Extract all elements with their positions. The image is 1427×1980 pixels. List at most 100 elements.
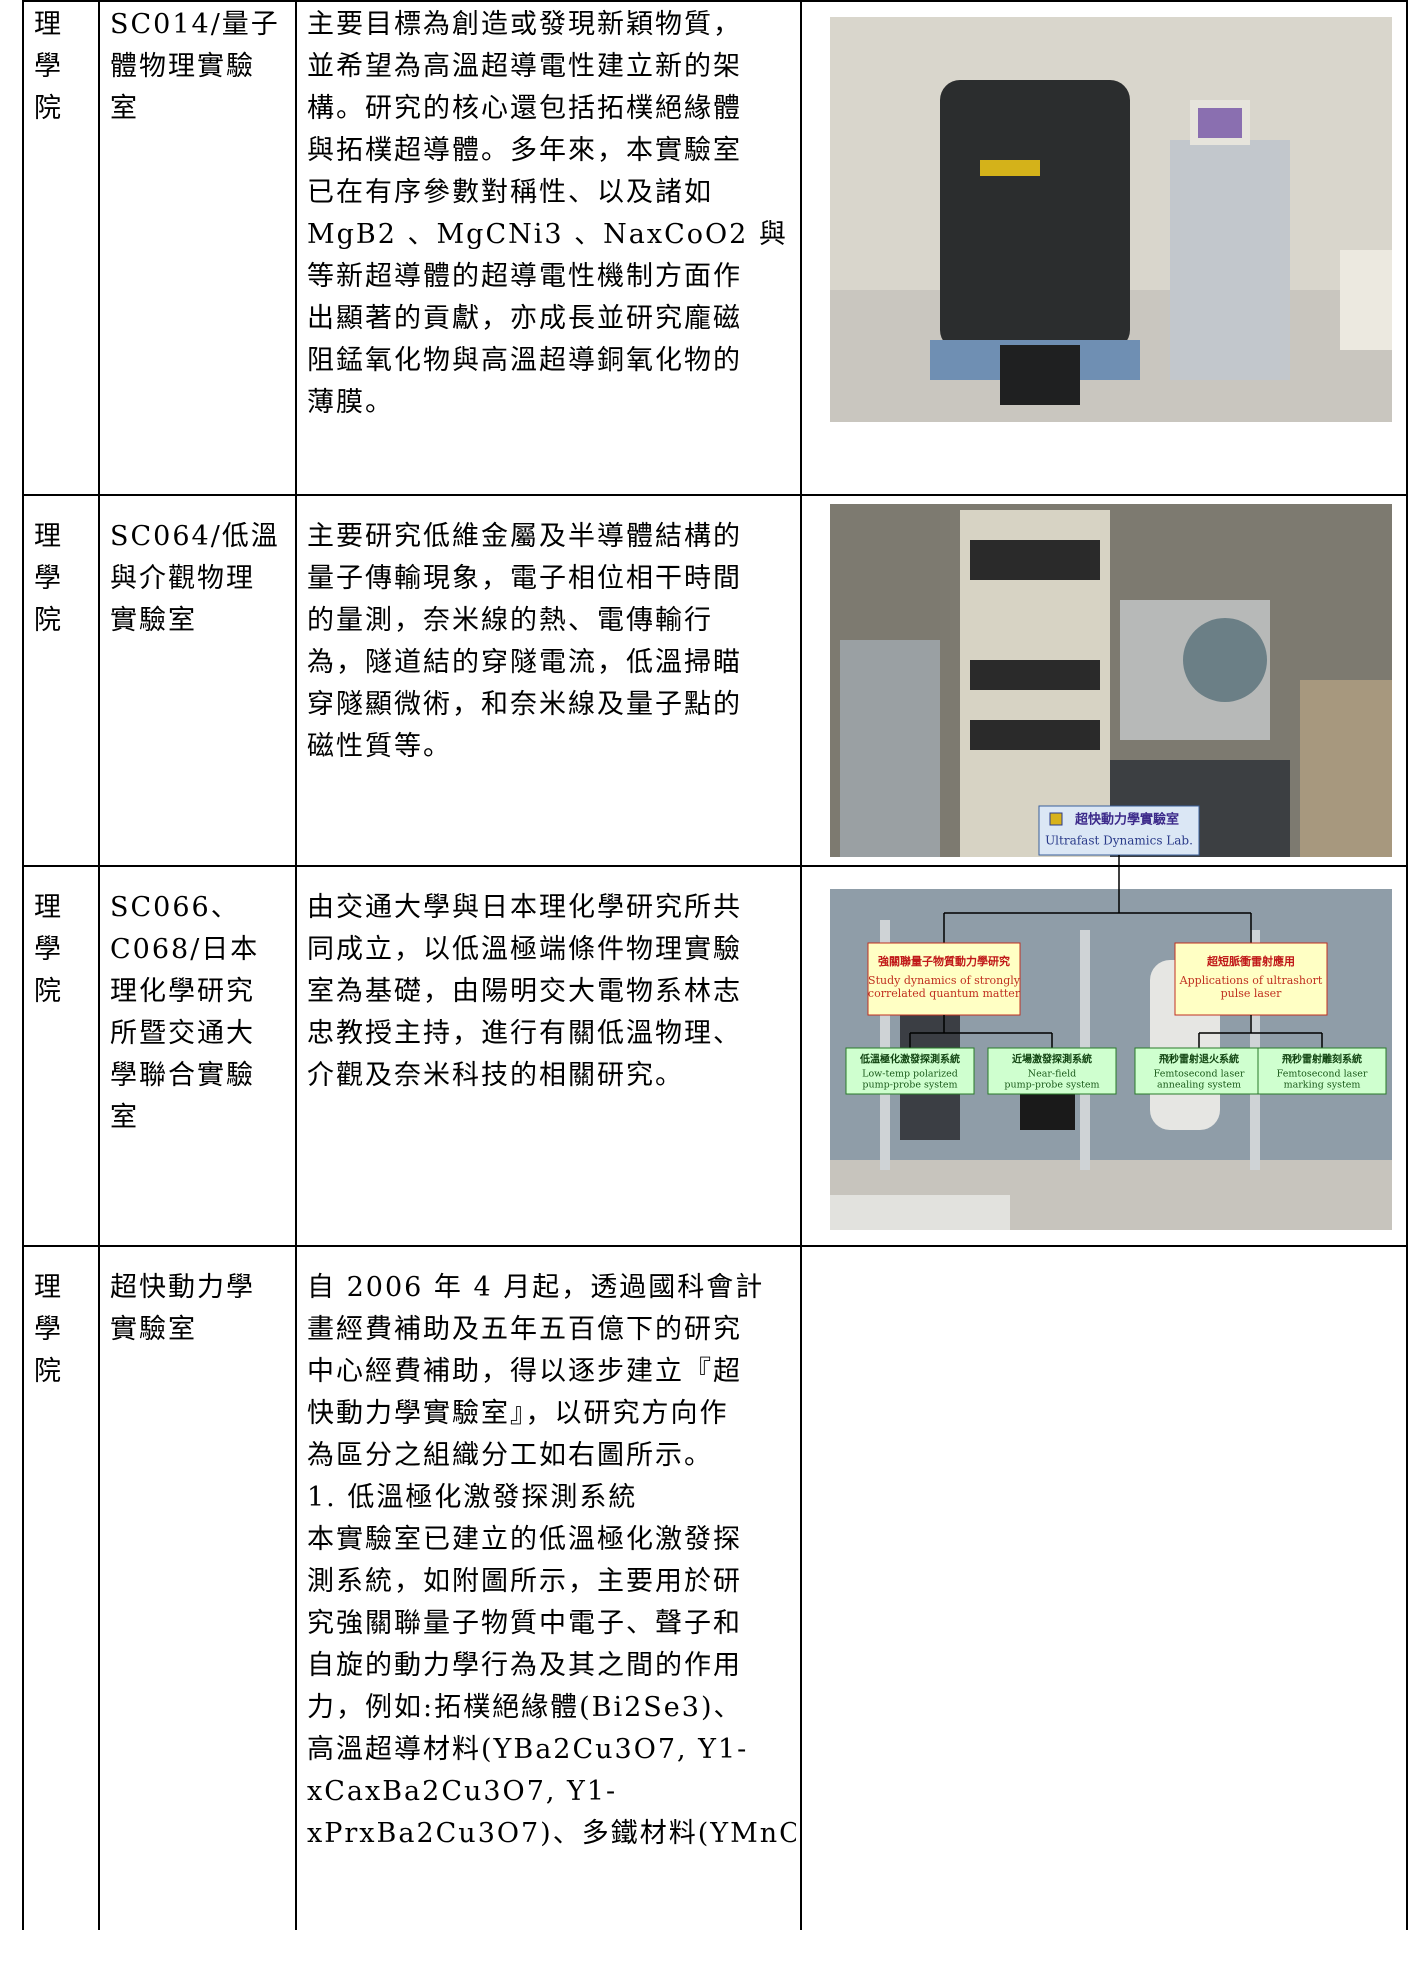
description-line: 薄膜。 <box>307 387 394 418</box>
table-border <box>800 0 802 1930</box>
lab-line: 實驗室 <box>110 1314 197 1345</box>
lab-line: 超快動力學 <box>110 1272 255 1303</box>
lab-line: 體物理實驗 <box>110 51 255 82</box>
description-line: 自旋的動力學行為及其之間的作用 <box>307 1650 742 1681</box>
document: 理學院 SC014/量子 體物理實驗室主要目標為創造或發現新穎物質， 並希望為高溫超導… <box>22 0 1408 1930</box>
child-subtitle: pump-probe system <box>862 1080 957 1091</box>
college-line: 院 <box>34 976 63 1007</box>
photo-magnet-lab <box>830 17 1392 422</box>
college-line: 學 <box>34 934 63 965</box>
college-line: 院 <box>34 1356 63 1387</box>
college-line: 理 <box>34 521 63 552</box>
description-line: 介觀及奈米科技的相關研究。 <box>307 1060 684 1091</box>
description-line: 穿隧顯微術，和奈米線及量子點的 <box>307 689 742 720</box>
college-line: 院 <box>34 605 63 636</box>
description-line: 主要目標為創造或發現新穎物質， <box>307 9 742 40</box>
college-line: 學 <box>34 51 63 82</box>
branch-subtitle: Study dynamics of strongly <box>868 974 1021 987</box>
description-cell: 主要目標為創造或發現新穎物質， 並希望為高溫超導電性建立新的架 構。研究的核心還包括… <box>307 4 796 494</box>
lab-line: 室 <box>110 93 139 124</box>
description-cell: 由交通大學與日本理化學研究所共 同成立，以低溫極端條件物理實驗 室為基礎，由陽明交大… <box>307 887 796 1245</box>
child-title: 低溫極化激發探測系統 <box>859 1053 960 1066</box>
table-border <box>22 865 1408 867</box>
table-border <box>1406 0 1408 1930</box>
description-line: 室為基礎，由陽明交大電物系林志 <box>307 976 742 1007</box>
child-subtitle: Femtosecond laser <box>1277 1069 1368 1080</box>
child-subtitle: pump-probe system <box>1004 1080 1099 1091</box>
description-line: 中心經費補助，得以逐步建立『超 <box>307 1356 742 1387</box>
table-border <box>22 0 1408 2</box>
lab-cell: SC064/低溫 與介觀物理 實驗室 <box>110 516 291 865</box>
college-line: 院 <box>34 93 63 124</box>
lab-cell: 超快動力學 實驗室 <box>110 1267 291 1980</box>
description-line: 已在有序參數對稱性、以及諸如 <box>307 177 713 208</box>
table-border <box>295 0 297 1930</box>
description-line: 等新超導體的超導電性機制方面作 <box>307 261 742 292</box>
branch-box <box>867 942 1021 1016</box>
college-cell: 理學院 <box>34 4 94 494</box>
description-line: 構。研究的核心還包括拓樸絕緣體 <box>307 93 742 124</box>
lab-line: 與介觀物理 <box>110 563 255 594</box>
child-box <box>1134 1047 1264 1095</box>
description-line: xPrxBa2Cu3O7)、多鐵材料(YMnO3, <box>307 1818 796 1849</box>
branch-subtitle: pulse laser <box>1221 987 1283 1000</box>
lab-line: 理化學研究 <box>110 976 255 1007</box>
lab-line: SC014/量子 <box>110 9 280 40</box>
college-line: 學 <box>34 1314 63 1345</box>
child-box <box>1257 1047 1387 1095</box>
lab-line: 室 <box>110 1102 139 1133</box>
org-icon <box>1049 812 1063 826</box>
table-border <box>22 494 1408 496</box>
branch-box <box>1174 942 1328 1016</box>
college-cell: 理學院 <box>34 1267 94 1980</box>
description-line: 高溫超導材料(YBa2Cu3O7, Y1- <box>307 1734 749 1765</box>
org-subtitle: Ultrafast Dynamics Lab. <box>1045 834 1193 848</box>
description-line: 力，例如:拓樸絕緣體(Bi2Se3)、 <box>307 1692 743 1723</box>
description-line: 測系統，如附圖所示，主要用於研 <box>307 1566 742 1597</box>
description-line: 量子傳輸現象，電子相位相干時間 <box>307 563 742 594</box>
child-box <box>987 1047 1117 1095</box>
child-subtitle: Femtosecond laser <box>1154 1069 1245 1080</box>
description-line: 同成立，以低溫極端條件物理實驗 <box>307 934 742 965</box>
description-line: 快動力學實驗室』，以研究方向作 <box>307 1398 729 1429</box>
child-title: 飛秒雷射雕刻系統 <box>1281 1053 1362 1066</box>
description-line: 阻錳氧化物與高溫超導銅氧化物的 <box>307 345 742 376</box>
college-line: 理 <box>34 892 63 923</box>
description-line: 忠教授主持，進行有關低溫物理、 <box>307 1018 742 1049</box>
description-line: 畫經費補助及五年五百億下的研究 <box>307 1314 742 1345</box>
lab-line: 所暨交通大 <box>110 1018 255 1049</box>
description-cell: 主要研究低維金屬及半導體結構的 量子傳輸現象，電子相位相干時間 的量測，奈米線的熱、… <box>307 516 796 865</box>
description-line: 的量測，奈米線的熱、電傳輸行 <box>307 605 713 636</box>
child-subtitle: Near-field <box>1028 1069 1076 1080</box>
child-subtitle: marking system <box>1284 1080 1361 1091</box>
description-line: 究強關聯量子物質中電子、聲子和 <box>307 1608 742 1639</box>
branch-title: 強關聯量子物質動力學研究 <box>878 954 1010 968</box>
branch-subtitle: Applications of ultrashort <box>1179 974 1323 987</box>
lab-cell: SC066、 C068/日本 理化學研究 所暨交通大 學聯合實驗室 <box>110 887 291 1245</box>
lab-line: SC064/低溫 <box>110 521 280 552</box>
description-line: MgB2 、MgCNi3 、NaxCoO2 與 FeSe <box>307 219 796 250</box>
description-line: 本實驗室已建立的低溫極化激發探 <box>307 1524 742 1555</box>
branch-title: 超短脈衝雷射應用 <box>1206 954 1295 968</box>
description-line: 並希望為高溫超導電性建立新的架 <box>307 51 742 82</box>
description-line: xCaxBa2Cu3O7, Y1- <box>307 1776 618 1807</box>
description-line: 自 2006 年 4 月起，透過國科會計 <box>307 1272 765 1303</box>
child-title: 飛秒雷射退火系統 <box>1158 1053 1239 1066</box>
org-box <box>1038 805 1200 856</box>
page: {"table": {"rows": [ {"college": ["理", "… <box>22 0 1408 1930</box>
table-border <box>98 0 100 1930</box>
description-line: 磁性質等。 <box>307 731 452 762</box>
college-line: 理 <box>34 1272 63 1303</box>
child-subtitle: Low-temp polarized <box>862 1069 958 1080</box>
description-line: 與拓樸超導體。多年來，本實驗室 <box>307 135 742 166</box>
table-border <box>22 0 24 1930</box>
child-title: 近場激發探測系統 <box>1012 1053 1092 1066</box>
photo-cryogenic-lab <box>830 504 1392 857</box>
lab-cell: SC014/量子 體物理實驗室 <box>110 4 291 494</box>
child-box <box>845 1047 975 1095</box>
college-line: 學 <box>34 563 63 594</box>
college-cell: 理學院 <box>34 516 94 865</box>
description-line: 出顯著的貢獻，亦成長並研究龐磁 <box>307 303 742 334</box>
lab-line: SC066、 <box>110 892 240 923</box>
description-line: 由交通大學與日本理化學研究所共 <box>307 892 742 923</box>
